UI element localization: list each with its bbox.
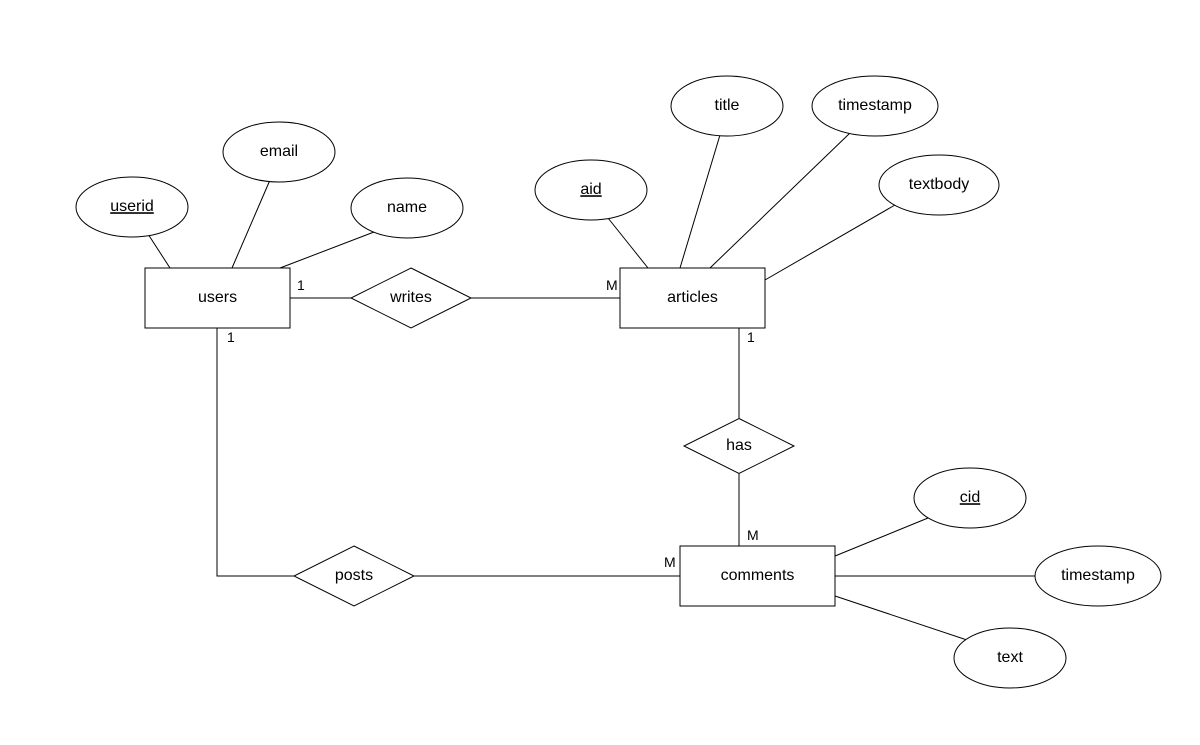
attribute-label-articles-aid: aid: [580, 181, 601, 198]
entity-label-articles: articles: [667, 289, 718, 306]
edge-comments-comments.cid: [835, 518, 928, 556]
attribute-label-comments-text: text: [997, 649, 1023, 666]
entity-label-comments: comments: [721, 567, 795, 584]
edge-articles-articles.title: [680, 135, 720, 268]
attribute-label-users-userid: userid: [110, 198, 154, 215]
attribute-label-comments-cid: cid: [960, 489, 980, 506]
cardinality-has_comments: M: [747, 527, 759, 543]
edge-articles-articles.textbody: [765, 205, 895, 280]
attribute-label-articles-title: title: [715, 97, 740, 114]
edge-users-posts: [217, 328, 294, 576]
relationship-label-has: has: [726, 437, 752, 454]
relationship-label-writes: writes: [389, 289, 432, 306]
edge-users-users.email: [232, 180, 270, 268]
attribute-label-articles-timestamp: timestamp: [838, 97, 912, 114]
edge-articles-articles.aid: [608, 218, 648, 268]
cardinality-users_writes: 1: [297, 277, 305, 293]
attribute-label-users-name: name: [387, 199, 427, 216]
entity-label-users: users: [198, 289, 237, 306]
attribute-label-articles-textbody: textbody: [909, 176, 969, 193]
attribute-label-comments-timestamp: timestamp: [1061, 567, 1135, 584]
edge-users-users.userid: [148, 234, 170, 268]
edge-articles-articles.timestamp: [710, 133, 850, 268]
er-diagram: users articles comments writes has posts useri…: [0, 0, 1200, 745]
edge-users-users.name: [280, 232, 374, 268]
cardinality-writes_articles: M: [606, 277, 618, 293]
cardinality-posts_comments: M: [664, 554, 676, 570]
edge-comments-comments.text: [835, 596, 967, 640]
cardinality-articles_has: 1: [747, 329, 755, 345]
cardinality-users_posts: 1: [227, 329, 235, 345]
attribute-label-users-email: email: [260, 143, 298, 160]
relationship-label-posts: posts: [335, 567, 373, 584]
